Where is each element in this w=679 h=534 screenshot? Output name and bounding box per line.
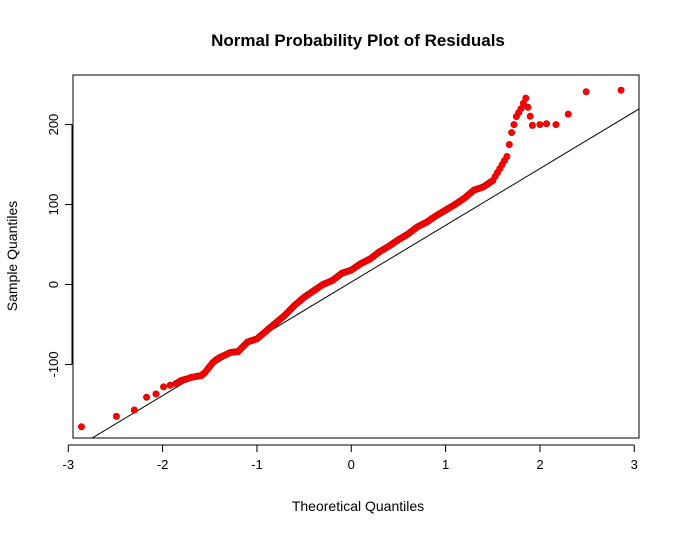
data-point xyxy=(505,141,513,149)
data-point xyxy=(552,121,560,129)
plot-frame xyxy=(72,74,640,439)
data-point xyxy=(524,103,532,111)
x-axis: -3 -2 -1 0 1 2 3 xyxy=(63,444,638,472)
y-axis-title: Sample Quantiles xyxy=(4,201,20,312)
data-point xyxy=(508,129,516,137)
data-point xyxy=(143,393,151,401)
x-tick-label: -1 xyxy=(251,457,263,472)
x-tick-label: -3 xyxy=(63,457,75,472)
x-tick-label: -2 xyxy=(157,457,169,472)
data-point xyxy=(528,121,536,129)
data-point xyxy=(564,110,572,118)
reference-line xyxy=(91,108,639,438)
data-point xyxy=(543,120,551,128)
data-point xyxy=(152,390,160,398)
data-point xyxy=(503,153,511,161)
data-point xyxy=(112,412,120,420)
y-tick-label: 200 xyxy=(46,114,61,136)
y-tick-label: -100 xyxy=(46,351,61,377)
x-axis-title: Theoretical Quantiles xyxy=(292,498,424,514)
x-tick-label: 3 xyxy=(631,457,638,472)
data-point xyxy=(536,121,544,129)
y-tick-label: 0 xyxy=(46,281,61,288)
points-layer xyxy=(77,86,625,431)
x-tick-label: 2 xyxy=(536,457,543,472)
x-tick-label: 1 xyxy=(442,457,449,472)
reference-line-layer xyxy=(91,108,639,438)
data-point xyxy=(77,423,85,431)
data-point xyxy=(582,88,590,96)
data-point xyxy=(526,112,534,120)
data-point xyxy=(617,86,625,94)
x-tick-label: 0 xyxy=(348,457,355,472)
y-tick-label: 100 xyxy=(46,194,61,216)
data-point xyxy=(522,94,530,102)
data-point xyxy=(160,383,168,391)
data-point xyxy=(510,121,518,129)
data-point xyxy=(130,406,138,414)
y-axis: -100 0 100 200 xyxy=(46,114,73,377)
chart-title: Normal Probability Plot of Residuals xyxy=(211,31,505,50)
